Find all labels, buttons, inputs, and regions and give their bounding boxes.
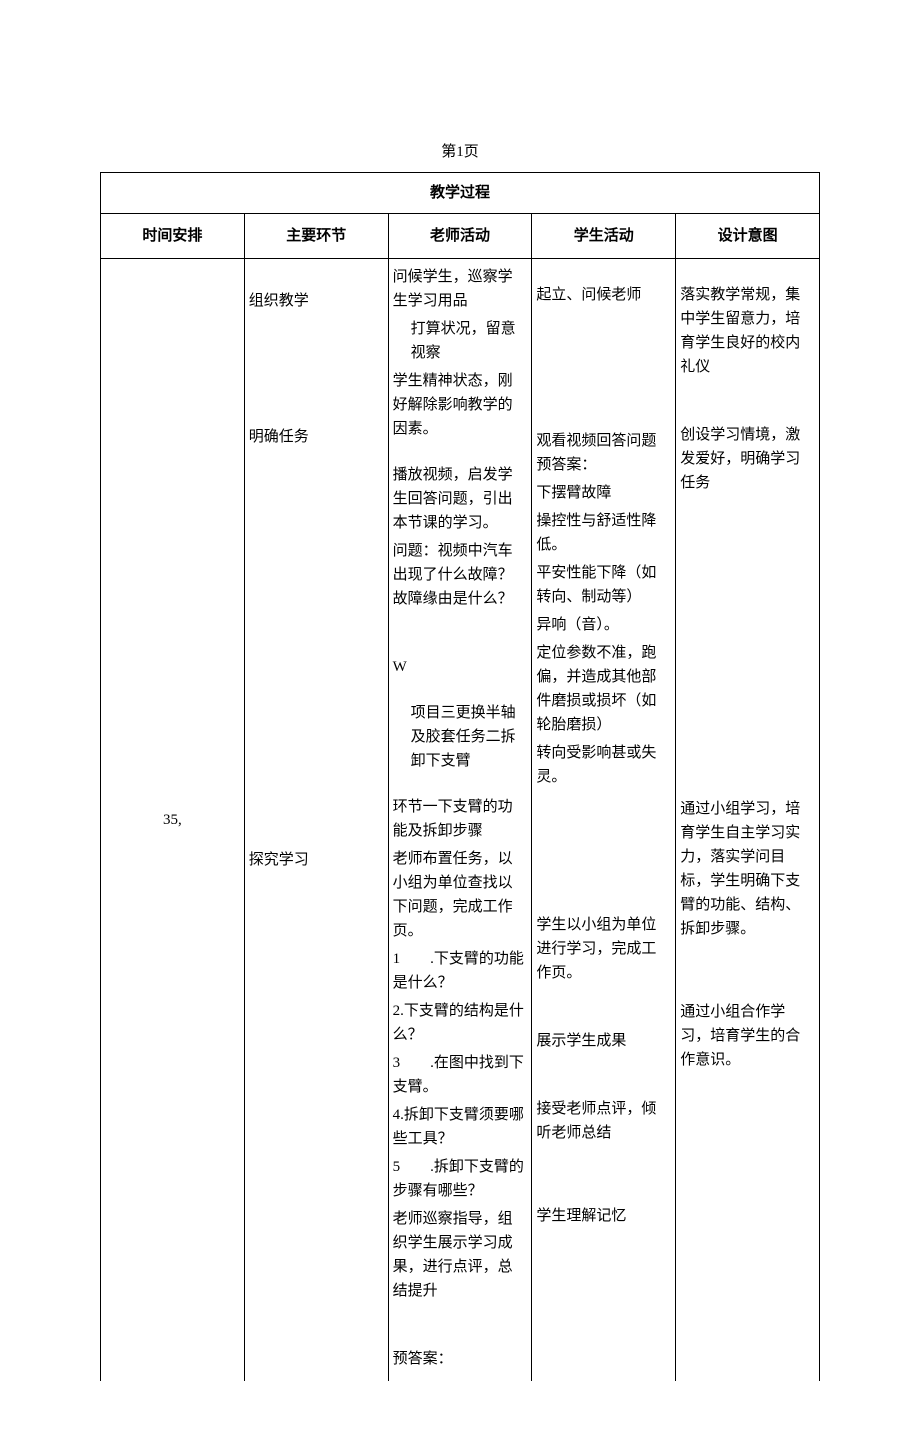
segment-cell: 组织教学 明确任务 探究学习 (244, 259, 388, 1382)
lesson-table: 教学过程 时间安排 主要环节 老师活动 学生活动 设计意图 35, 组织教学 明… (100, 172, 820, 1381)
design-p1: 落实教学常规，集中学生留意力，培育学生良好的校内礼仪 (680, 283, 815, 379)
segment-2: 明确任务 (249, 425, 384, 449)
student-p2g: 转向受影响甚或失灵。 (536, 741, 671, 789)
time-value: 35, (105, 808, 240, 832)
teacher-p5e: 3 .在图中找到下支臂。 (393, 1051, 528, 1099)
teacher-p5a: 环节一下支臂的功能及拆卸步骤 (393, 795, 528, 843)
design-cell: 落实教学常规，集中学生留意力，培育学生良好的校内礼仪 创设学习情境，激发爱好，明… (676, 259, 820, 1382)
student-p2c: 操控性与舒适性降低。 (536, 509, 671, 557)
teacher-p4a: 项目三更换半轴及胶套任务二拆卸下支臂 (393, 701, 528, 773)
student-p2a: 观看视频回答问题预答案： (536, 429, 671, 477)
teacher-p5c: 1 .下支臂的功能是什么？ (393, 947, 528, 995)
teacher-p5h: 老师巡察指导，组织学生展示学习成果，进行点评，总结提升 (393, 1207, 528, 1303)
time-cell: 35, (101, 259, 245, 1382)
student-cell: 起立、问候老师 观看视频回答问题预答案： 下摆臂故障 操控性与舒适性降低。 平安… (532, 259, 676, 1382)
design-p4: 通过小组合作学习，培育学生的合作意识。 (680, 1000, 815, 1072)
table-title-row: 教学过程 (101, 173, 820, 214)
header-segment: 主要环节 (244, 214, 388, 259)
student-p3d: 学生理解记忆 (536, 1204, 671, 1228)
header-teacher: 老师活动 (388, 214, 532, 259)
teacher-p2b: 问题：视频中汽车出现了什么故障？故障缘由是什么？ (393, 539, 528, 611)
student-p2e: 异响（音）。 (536, 613, 671, 637)
teacher-p5f: 4.拆卸下支臂须要哪些工具？ (393, 1103, 528, 1151)
student-p3b: 展示学生成果 (536, 1029, 671, 1053)
design-p3: 通过小组学习，培育学生自主学习实力，落实学问目标，学生明确下支臂的功能、结构、拆… (680, 797, 815, 941)
header-time: 时间安排 (101, 214, 245, 259)
teacher-p5g: 5 .拆卸下支臂的步骤有哪些？ (393, 1155, 528, 1203)
student-p3a: 学生以小组为单位进行学习，完成工作页。 (536, 913, 671, 985)
teacher-p3: W (393, 655, 528, 679)
student-p2b: 下摆臂故障 (536, 481, 671, 505)
teacher-cell: 问候学生，巡察学生学习用品 打算状况，留意视察 学生精神状态，刚好解除影响教学的… (388, 259, 532, 1382)
teacher-p1b: 打算状况，留意视察 (393, 317, 528, 365)
student-p2f: 定位参数不准，跑偏，并造成其他部件磨损或损坏（如轮胎磨损） (536, 641, 671, 737)
segment-1: 组织教学 (249, 289, 384, 313)
teacher-p1a: 问候学生，巡察学生学习用品 (393, 265, 528, 313)
teacher-p6: 预答案： (393, 1347, 528, 1371)
segment-3: 探究学习 (249, 848, 384, 872)
student-p2d: 平安性能下降（如转向、制动等） (536, 561, 671, 609)
student-p3c: 接受老师点评，倾听老师总结 (536, 1097, 671, 1145)
teacher-p5d: 2.下支臂的结构是什么？ (393, 999, 528, 1047)
header-student: 学生活动 (532, 214, 676, 259)
student-p1: 起立、问候老师 (536, 283, 671, 307)
table-title: 教学过程 (101, 173, 820, 214)
teacher-p1c: 学生精神状态，刚好解除影响教学的因素。 (393, 369, 528, 441)
table-header-row: 时间安排 主要环节 老师活动 学生活动 设计意图 (101, 214, 820, 259)
design-p2: 创设学习情境，激发爱好，明确学习任务 (680, 423, 815, 495)
table-content-row: 35, 组织教学 明确任务 探究学习 问候学生，巡察学生学习用品 打算状况，留意… (101, 259, 820, 1382)
page-label: 第1页 (100, 140, 820, 164)
header-design: 设计意图 (676, 214, 820, 259)
teacher-p2a: 播放视频，启发学生回答问题，引出本节课的学习。 (393, 463, 528, 535)
teacher-p5b: 老师布置任务，以小组为单位查找以下问题，完成工作页。 (393, 847, 528, 943)
